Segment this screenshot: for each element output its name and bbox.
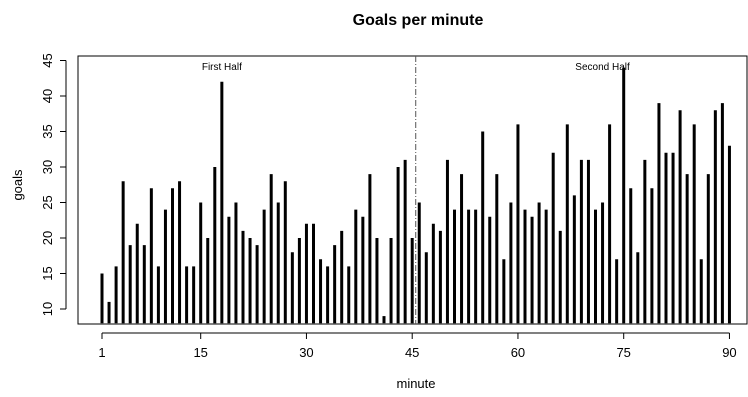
annotation-second-half: Second Half	[575, 62, 630, 73]
y-tick-label-30: 30	[40, 160, 55, 174]
plot-frame	[77, 55, 748, 325]
y-axis-label: goals	[10, 169, 25, 201]
y-tick-label-35: 35	[40, 124, 55, 138]
x-tick-label-15: 15	[193, 345, 207, 360]
y-tick-label-45: 45	[40, 53, 55, 67]
x-tick-label-1: 1	[98, 345, 105, 360]
x-tick-label-60: 60	[511, 345, 525, 360]
y-tick-label-15: 15	[40, 266, 55, 280]
y-tick-label-10: 10	[40, 302, 55, 316]
x-tick-label-45: 45	[405, 345, 419, 360]
x-axis-label: minute	[396, 376, 435, 391]
x-tick-label-75: 75	[616, 345, 630, 360]
y-tick-label-20: 20	[40, 231, 55, 245]
chart-title: Goals per minute	[353, 12, 484, 29]
x-tick-label-30: 30	[299, 345, 313, 360]
y-tick-label-25: 25	[40, 195, 55, 209]
x-tick-label-90: 90	[722, 345, 736, 360]
annotation-first-half: First Half	[202, 62, 242, 73]
y-tick-label-40: 40	[40, 89, 55, 103]
